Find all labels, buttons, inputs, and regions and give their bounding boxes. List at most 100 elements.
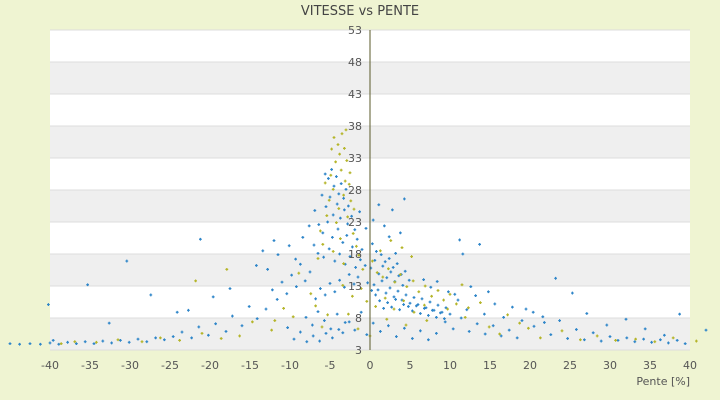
data-point [290, 273, 293, 277]
data-point [436, 303, 440, 307]
x-tick-label: -20 [201, 359, 219, 372]
data-point [399, 231, 402, 235]
y-tick-label: 28 [348, 184, 362, 197]
x-tick-label: -40 [41, 359, 59, 372]
data-point [347, 320, 351, 324]
data-point [337, 192, 341, 196]
data-point [347, 312, 350, 316]
data-point [332, 184, 336, 188]
data-point [392, 307, 396, 311]
data-point [231, 314, 234, 318]
data-point [571, 291, 574, 295]
data-point [387, 267, 390, 271]
data-point [346, 215, 349, 219]
data-point [444, 306, 448, 310]
data-point [110, 341, 113, 345]
data-point [416, 303, 420, 306]
data-point [377, 272, 381, 276]
data-point [591, 331, 595, 335]
data-point [487, 290, 490, 294]
data-point [383, 296, 387, 300]
data-point [527, 326, 530, 330]
data-point [363, 264, 367, 267]
data-point [251, 320, 254, 324]
data-point [320, 325, 324, 329]
data-point [461, 252, 465, 256]
data-point [507, 328, 511, 332]
data-point [558, 319, 561, 322]
data-point [336, 143, 340, 146]
data-point [338, 152, 341, 156]
data-point [344, 128, 348, 132]
data-point [428, 300, 432, 304]
data-point [311, 334, 315, 338]
data-point [316, 310, 320, 313]
data-point [653, 340, 657, 344]
data-point [343, 262, 347, 266]
data-point [381, 275, 385, 279]
data-point [407, 305, 410, 308]
data-point [343, 179, 347, 183]
data-point [308, 270, 312, 274]
data-point [337, 207, 341, 210]
data-point [475, 322, 479, 326]
data-point [465, 308, 469, 312]
data-point [671, 336, 675, 340]
data-point [309, 292, 313, 296]
data-point [154, 336, 157, 340]
data-point [346, 222, 349, 226]
data-point [402, 299, 405, 303]
data-point [467, 306, 470, 310]
data-point [270, 328, 273, 332]
data-point [353, 228, 357, 232]
data-point [394, 298, 397, 301]
data-point [316, 251, 320, 255]
x-tick-label: 15 [483, 359, 497, 372]
series-2 [59, 128, 698, 345]
data-point [643, 327, 647, 331]
data-point [343, 208, 346, 212]
data-point [608, 335, 612, 338]
data-point [659, 338, 662, 342]
data-point [379, 253, 383, 257]
data-point [299, 330, 302, 334]
data-point [683, 342, 687, 345]
data-point [325, 214, 329, 217]
data-point [365, 299, 369, 303]
data-point [384, 291, 388, 295]
data-point [295, 285, 298, 289]
data-point [356, 275, 360, 279]
x-tick-label: -5 [325, 359, 336, 372]
x-tick-label: 40 [683, 359, 697, 372]
data-point [370, 289, 373, 292]
data-point [412, 296, 416, 299]
data-point [194, 279, 197, 283]
data-point [359, 287, 363, 290]
data-point [371, 259, 374, 263]
data-point [311, 323, 314, 327]
data-point [349, 199, 353, 203]
data-point [361, 267, 365, 271]
data-point [456, 298, 460, 302]
data-point [401, 283, 405, 287]
data-point [335, 202, 339, 206]
data-point [419, 312, 422, 315]
data-point [331, 250, 335, 253]
data-point [339, 237, 342, 241]
data-point [307, 224, 311, 228]
data-point [47, 303, 50, 306]
data-point [304, 315, 308, 319]
data-point [408, 301, 412, 305]
data-point [412, 310, 416, 314]
data-point [388, 286, 392, 290]
data-point [377, 203, 381, 207]
x-axis-label: Pente [%] [636, 375, 690, 388]
data-point [531, 310, 535, 314]
data-point [197, 325, 201, 329]
data-point [282, 307, 285, 310]
data-point [469, 285, 473, 289]
data-point [266, 267, 269, 271]
data-point [354, 266, 357, 269]
data-point [364, 227, 368, 230]
data-point [375, 271, 379, 274]
